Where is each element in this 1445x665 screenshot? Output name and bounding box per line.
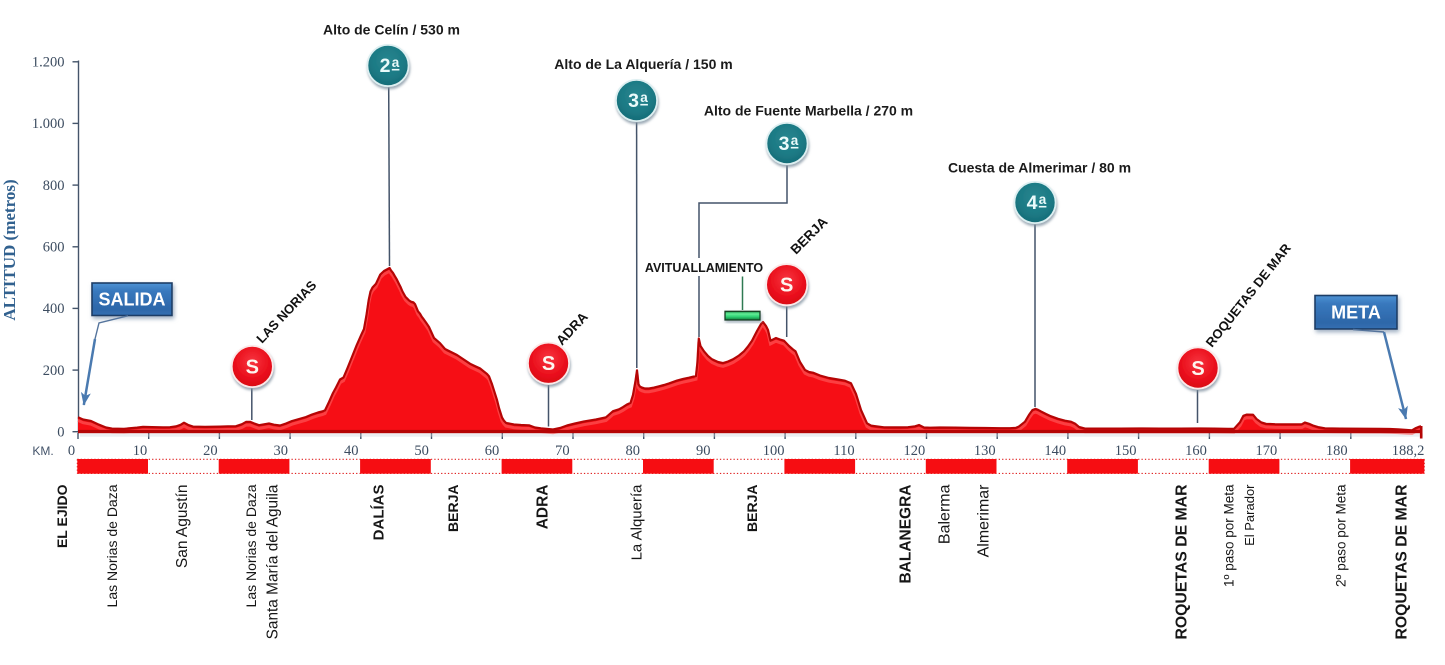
svg-text:La Alquería: La Alquería	[629, 484, 646, 561]
svg-text:40: 40	[344, 443, 359, 459]
svg-text:KM.: KM.	[32, 444, 53, 458]
svg-text:Las Norias de Daza: Las Norias de Daza	[243, 484, 259, 607]
svg-text:160: 160	[1185, 443, 1207, 459]
svg-text:Alto de La Alquería / 150 m: Alto de La Alquería / 150 m	[554, 56, 732, 72]
svg-text:188,2: 188,2	[1392, 443, 1425, 459]
svg-text:2º paso por Meta: 2º paso por Meta	[1334, 484, 1349, 587]
svg-text:1.200: 1.200	[32, 55, 65, 71]
svg-text:a: a	[392, 55, 400, 70]
svg-text:BERJA: BERJA	[744, 485, 760, 532]
svg-text:S: S	[1191, 358, 1204, 380]
svg-text:0: 0	[68, 443, 75, 459]
svg-text:90: 90	[696, 443, 711, 459]
svg-text:70: 70	[555, 443, 570, 459]
svg-text:180: 180	[1326, 443, 1348, 459]
svg-text:10: 10	[133, 443, 148, 459]
svg-text:1.000: 1.000	[32, 116, 65, 132]
svg-text:AVITUALLAMIENTO: AVITUALLAMIENTO	[645, 261, 764, 275]
svg-text:600: 600	[43, 240, 65, 256]
svg-text:BALANEGRA: BALANEGRA	[898, 485, 915, 584]
svg-text:Las Norias de Daza: Las Norias de Daza	[104, 484, 120, 607]
svg-text:3: 3	[779, 133, 790, 155]
svg-text:Alto de Fuente Marbella / 270: Alto de Fuente Marbella / 270 m	[704, 103, 913, 119]
svg-text:ADRA: ADRA	[535, 485, 552, 530]
svg-text:META: META	[1331, 303, 1381, 323]
svg-text:Balerma: Balerma	[937, 484, 954, 544]
svg-text:120: 120	[904, 443, 926, 459]
svg-text:60: 60	[485, 443, 500, 459]
svg-text:S: S	[780, 275, 793, 297]
svg-text:EL EJIDO: EL EJIDO	[54, 484, 70, 548]
svg-text:ALTITUD (metros): ALTITUD (metros)	[0, 179, 19, 320]
svg-text:ROQUETAS DE MAR: ROQUETAS DE MAR	[1174, 484, 1191, 640]
svg-text:2: 2	[380, 55, 391, 77]
svg-text:130: 130	[974, 443, 996, 459]
svg-text:0: 0	[57, 425, 64, 441]
svg-text:S: S	[542, 353, 555, 375]
svg-text:DALÍAS: DALÍAS	[371, 485, 388, 541]
svg-text:San Agustín: San Agustín	[174, 485, 191, 569]
svg-text:S: S	[246, 357, 259, 379]
svg-text:400: 400	[43, 301, 65, 317]
svg-text:a: a	[640, 90, 648, 105]
svg-text:Santa María del Aguila: Santa María del Aguila	[265, 484, 282, 639]
svg-text:Almerimar: Almerimar	[976, 484, 993, 558]
svg-text:a: a	[1039, 192, 1047, 207]
svg-text:170: 170	[1256, 443, 1278, 459]
svg-text:30: 30	[274, 443, 289, 459]
svg-text:100: 100	[763, 443, 785, 459]
svg-text:80: 80	[626, 443, 641, 459]
svg-text:BERJA: BERJA	[445, 485, 461, 532]
svg-text:Alto de Celín / 530 m: Alto de Celín / 530 m	[323, 22, 460, 38]
svg-text:140: 140	[1044, 443, 1066, 459]
svg-text:4: 4	[1027, 192, 1038, 214]
svg-text:1º paso por Meta: 1º paso por Meta	[1222, 484, 1237, 587]
svg-text:El Parador: El Parador	[1242, 484, 1257, 546]
svg-text:50: 50	[414, 443, 429, 459]
svg-text:SALIDA: SALIDA	[99, 290, 166, 310]
svg-text:20: 20	[203, 443, 218, 459]
svg-text:a: a	[791, 133, 799, 148]
svg-text:ROQUETAS DE MAR: ROQUETAS DE MAR	[1394, 484, 1411, 640]
svg-text:150: 150	[1115, 443, 1137, 459]
svg-text:110: 110	[833, 443, 854, 459]
svg-text:Cuesta de Almerimar / 80 m: Cuesta de Almerimar / 80 m	[948, 160, 1131, 176]
svg-text:200: 200	[43, 363, 65, 379]
svg-text:3: 3	[628, 90, 639, 112]
svg-text:800: 800	[43, 178, 65, 194]
